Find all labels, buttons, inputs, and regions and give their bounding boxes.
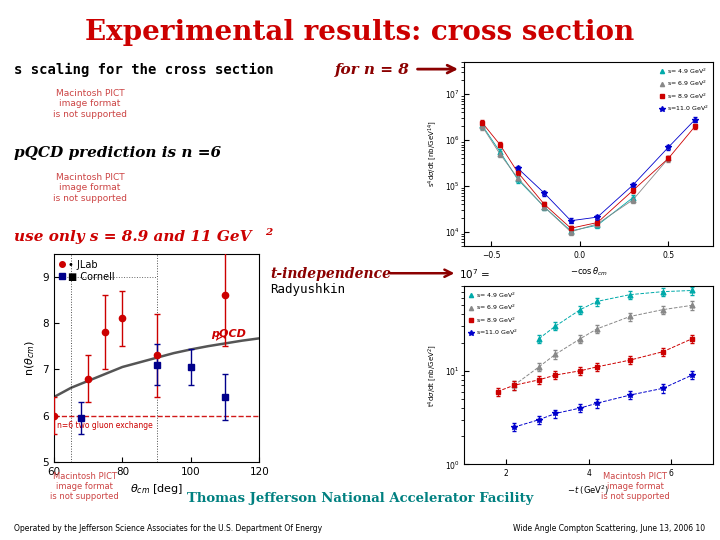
Text: n=6 two gluon exchange: n=6 two gluon exchange [58, 421, 153, 430]
Text: t-independence: t-independence [270, 267, 391, 281]
Text: Macintosh PICT
image format
is not supported: Macintosh PICT image format is not suppo… [50, 471, 119, 502]
Legend: • JLab, ■ Cornell: • JLab, ■ Cornell [59, 259, 115, 282]
Text: for n = 8: for n = 8 [335, 63, 410, 77]
X-axis label: $\theta_{cm}$ [deg]: $\theta_{cm}$ [deg] [130, 482, 183, 496]
Text: s scaling for the cross section: s scaling for the cross section [14, 63, 274, 77]
Text: Radyushkin: Radyushkin [270, 284, 345, 296]
Text: Experimental results: cross section: Experimental results: cross section [86, 19, 634, 46]
Text: Macintosh PICT
image format
is not supported: Macintosh PICT image format is not suppo… [53, 173, 127, 202]
Y-axis label: t$^4$d$\sigma$/dt [nb/GeV$^2$]: t$^4$d$\sigma$/dt [nb/GeV$^2$] [426, 344, 439, 407]
Y-axis label: n($\theta_{cm}$): n($\theta_{cm}$) [23, 340, 37, 376]
Text: Wide Angle Compton Scattering, June 13, 2006 10: Wide Angle Compton Scattering, June 13, … [513, 524, 706, 532]
Text: Operated by the Jefferson Science Associates for the U.S. Department Of Energy: Operated by the Jefferson Science Associ… [14, 524, 323, 532]
Legend: s= 4.9 GeV$^2$, s= 6.9 GeV$^2$, s= 8.9 GeV$^2$, s=11.0 GeV$^2$: s= 4.9 GeV$^2$, s= 6.9 GeV$^2$, s= 8.9 G… [659, 65, 710, 114]
Text: use only s = 8.9 and 11 GeV: use only s = 8.9 and 11 GeV [14, 230, 252, 244]
X-axis label: $-t$ (GeV$^2$): $-t$ (GeV$^2$) [567, 484, 610, 497]
X-axis label: $-\cos\theta_{cm}$: $-\cos\theta_{cm}$ [570, 265, 608, 278]
Legend: s= 4.9 GeV$^2$, s= 6.9 GeV$^2$, s= 8.9 GeV$^2$, s=11.0 GeV$^2$: s= 4.9 GeV$^2$, s= 6.9 GeV$^2$, s= 8.9 G… [467, 289, 518, 339]
Text: Macintosh PICT
image format
is not supported: Macintosh PICT image format is not suppo… [53, 89, 127, 119]
Text: Thomas Jefferson National Accelerator Facility: Thomas Jefferson National Accelerator Fa… [186, 492, 534, 505]
Text: 10$^7$ =: 10$^7$ = [459, 267, 490, 281]
Text: 2: 2 [265, 228, 272, 237]
Text: pQCD: pQCD [212, 329, 246, 339]
Y-axis label: s$^4$d$\sigma$/dt [nb/GeV$^{14}$]: s$^4$d$\sigma$/dt [nb/GeV$^{14}$] [426, 120, 439, 187]
Text: Macintosh PICT
image format
is not supported: Macintosh PICT image format is not suppo… [601, 471, 670, 502]
Text: pQCD prediction is n =6: pQCD prediction is n =6 [14, 146, 222, 160]
